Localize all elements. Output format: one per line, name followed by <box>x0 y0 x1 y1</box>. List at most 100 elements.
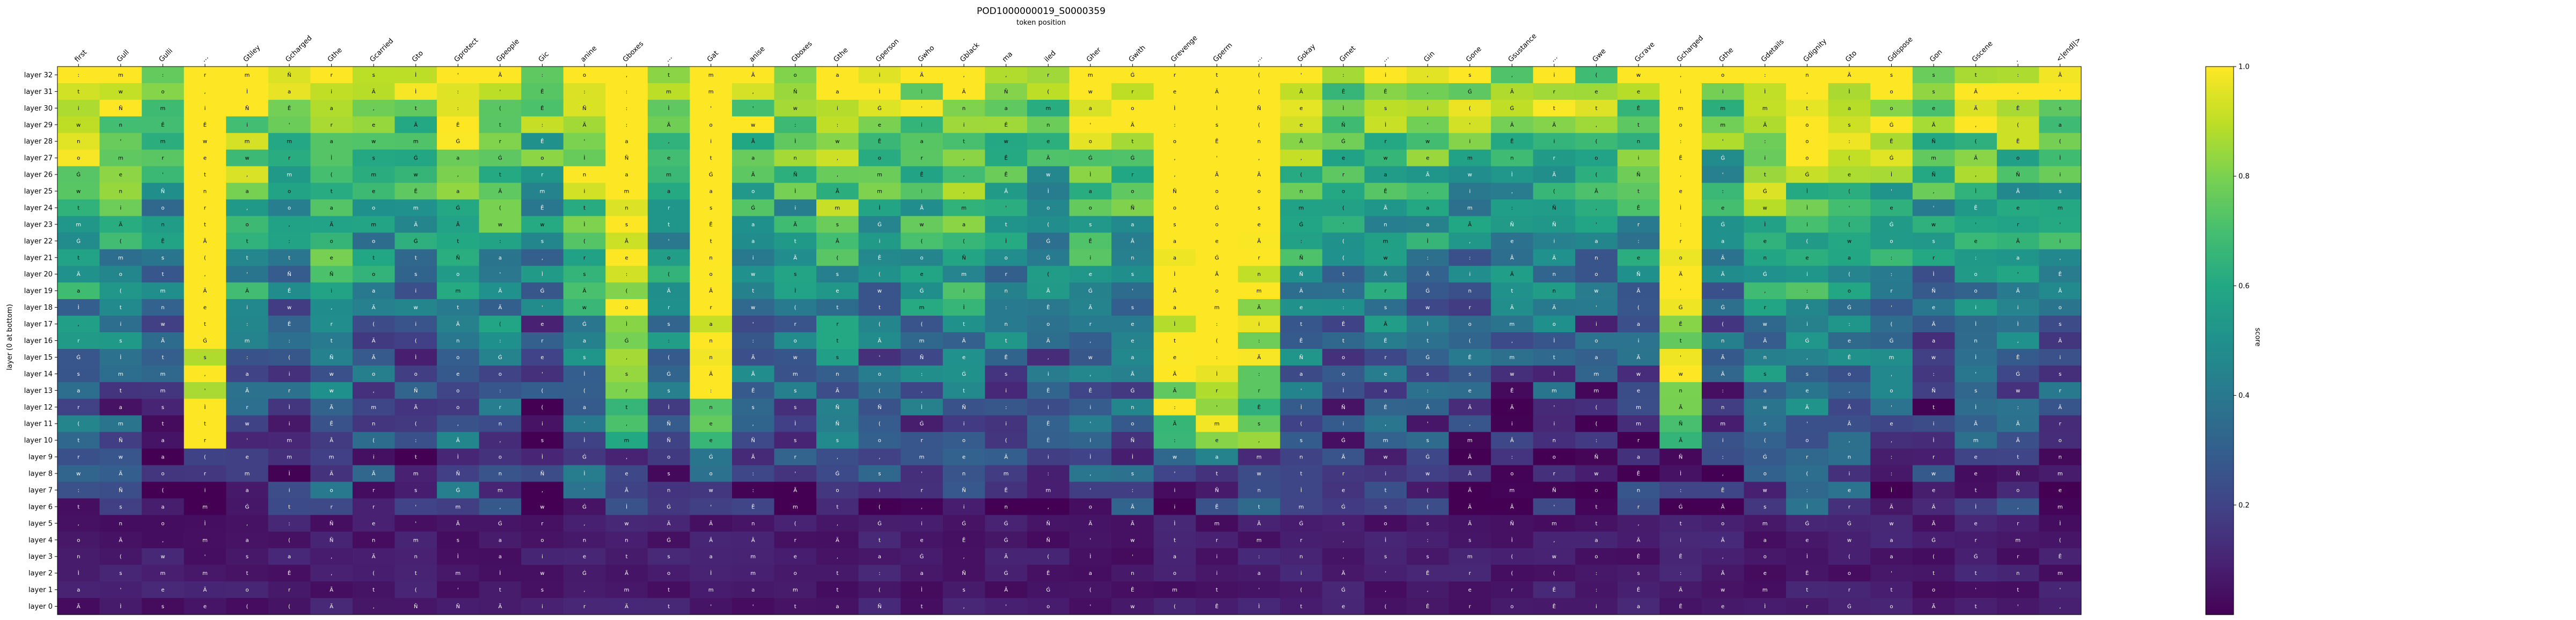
heatmap-cell <box>816 282 859 300</box>
heatmap-cell-label: : <box>1300 238 1302 244</box>
heatmap-cell-label: o <box>288 189 291 195</box>
heatmap-cell-label: Ñ <box>1004 88 1008 95</box>
heatmap-cell <box>57 432 100 449</box>
heatmap-cell-label: i <box>1048 455 1049 461</box>
heatmap-cell-label: Ñ <box>1636 271 1640 278</box>
heatmap-cell <box>394 398 437 416</box>
heatmap-cell <box>942 398 985 416</box>
heatmap-cell-label: n <box>1004 322 1007 327</box>
heatmap-cell <box>985 432 1028 449</box>
heatmap-cell <box>605 67 648 84</box>
heatmap-cell <box>1491 282 1534 300</box>
heatmap-cell-label: n <box>119 189 122 195</box>
heatmap-cell-label: i <box>921 521 923 527</box>
heatmap-cell <box>1955 382 1997 399</box>
heatmap-cell <box>858 83 901 100</box>
heatmap-cell-label: m <box>413 537 419 543</box>
heatmap-cell-label: o <box>1974 272 1978 278</box>
heatmap-cell-label: Ä <box>119 221 122 228</box>
heatmap-cell-label: ( <box>879 504 881 510</box>
heatmap-cell <box>1828 67 1871 84</box>
heatmap-cell-label: w <box>1636 371 1641 377</box>
heatmap-cell <box>690 332 733 349</box>
heatmap-cell-label: w <box>1510 371 1514 377</box>
heatmap-cell <box>1238 415 1280 433</box>
colorbar-segment <box>2206 203 2234 207</box>
heatmap-cell-label: , <box>2017 504 2019 510</box>
heatmap-cell <box>605 249 648 266</box>
heatmap-cell-label: r <box>1047 72 1050 78</box>
heatmap-cell-label: Ì <box>204 520 206 527</box>
heatmap-cell <box>1111 249 1154 266</box>
heatmap-cell <box>1069 448 1112 466</box>
heatmap-cell-label: , <box>837 172 838 178</box>
heatmap-cell-label: , <box>752 421 754 427</box>
heatmap-cell <box>1870 232 1913 250</box>
heatmap-cell <box>142 365 185 383</box>
heatmap-cell-label: : <box>457 89 459 95</box>
heatmap-cell-label: Ì <box>794 138 796 145</box>
heatmap-cell-label: ' <box>710 504 712 510</box>
heatmap-cell-label: i <box>1300 571 1302 577</box>
heatmap-cell-label: Ġ <box>1721 304 1725 311</box>
y-tick-label: layer 6 <box>28 503 53 511</box>
heatmap-cell <box>858 149 901 167</box>
heatmap-cell-label: e <box>709 421 713 427</box>
heatmap-cell-label: e <box>1890 205 1893 211</box>
heatmap-cell <box>942 166 985 184</box>
heatmap-cell <box>310 67 353 84</box>
colorbar-segment <box>2206 346 2234 349</box>
heatmap-cell-label: o <box>161 205 164 211</box>
heatmap-cell <box>1322 249 1365 266</box>
heatmap-cell-label: t <box>626 405 628 411</box>
heatmap-cell <box>1069 149 1112 167</box>
heatmap-cell-label: e <box>2016 205 2019 211</box>
heatmap-cell <box>57 398 100 416</box>
heatmap-cell-label: ' <box>1089 421 1091 427</box>
heatmap-cell-label: Ã <box>1426 171 1430 178</box>
heatmap-cell <box>1744 149 1787 167</box>
heatmap-cell-label: n <box>1257 272 1261 278</box>
heatmap-cell-label: Ê <box>1384 188 1387 195</box>
heatmap-cell-label: o <box>1721 521 1724 527</box>
heatmap-cell-label: Ä <box>1510 304 1514 311</box>
heatmap-cell-label: Ì <box>541 454 543 461</box>
y-tick-label: layer 29 <box>24 121 53 129</box>
heatmap-cell-label: t <box>2017 455 2019 461</box>
heatmap-cell-label: t <box>836 338 838 344</box>
heatmap-cell-label: r <box>836 322 839 327</box>
heatmap-cell-label: ' <box>1089 537 1091 543</box>
heatmap-cell <box>1491 232 1534 250</box>
heatmap-cell <box>99 448 142 466</box>
heatmap-cell-label: w <box>751 272 755 278</box>
heatmap-cell <box>394 83 437 100</box>
heatmap-cell <box>1448 432 1491 449</box>
heatmap-cell-label: e <box>920 537 923 543</box>
heatmap-cell <box>901 365 943 383</box>
heatmap-cell <box>479 166 522 184</box>
heatmap-cell-label: t <box>879 537 881 543</box>
heatmap-cell <box>563 398 606 416</box>
heatmap-cell-label: i <box>879 238 881 244</box>
heatmap-cell <box>985 83 1028 100</box>
heatmap-cell-label: ' <box>1722 288 1724 294</box>
heatmap-cell <box>1575 398 1618 416</box>
heatmap-cell-label: m <box>877 189 882 195</box>
heatmap-cell-label: Ġ <box>1805 337 1809 344</box>
heatmap-cell-label: t <box>246 255 248 261</box>
heatmap-cell <box>732 332 775 349</box>
x-tick-label: Gat <box>706 49 720 64</box>
heatmap-cell-label: ( <box>120 238 122 244</box>
heatmap-cell <box>1196 116 1239 134</box>
heatmap-cell-label: a <box>667 189 670 195</box>
colorbar-segment <box>2206 97 2234 100</box>
colorbar-segment <box>2206 335 2234 338</box>
heatmap-cell-label: s <box>1974 388 1977 394</box>
heatmap-cell-label: m <box>160 371 166 377</box>
heatmap-cell <box>1280 415 1323 433</box>
heatmap-cell <box>901 282 943 300</box>
heatmap-cell <box>942 316 985 333</box>
heatmap-cell-label: ' <box>1300 388 1302 394</box>
heatmap-cell <box>142 83 185 100</box>
heatmap-cell-label: m <box>160 571 166 577</box>
